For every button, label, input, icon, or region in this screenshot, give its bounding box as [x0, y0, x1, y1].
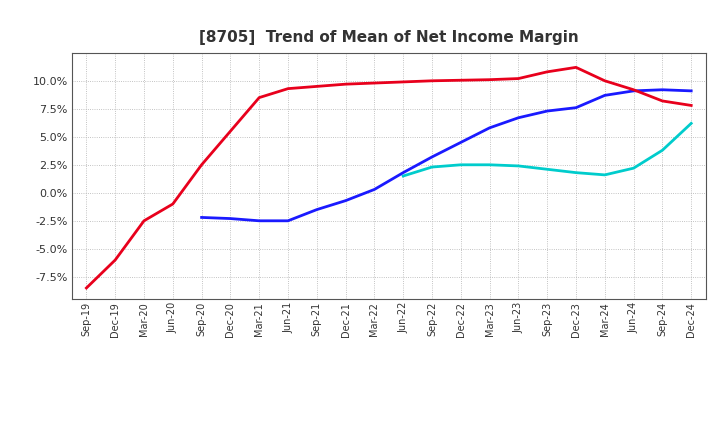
Title: [8705]  Trend of Mean of Net Income Margin: [8705] Trend of Mean of Net Income Margi… [199, 29, 579, 45]
